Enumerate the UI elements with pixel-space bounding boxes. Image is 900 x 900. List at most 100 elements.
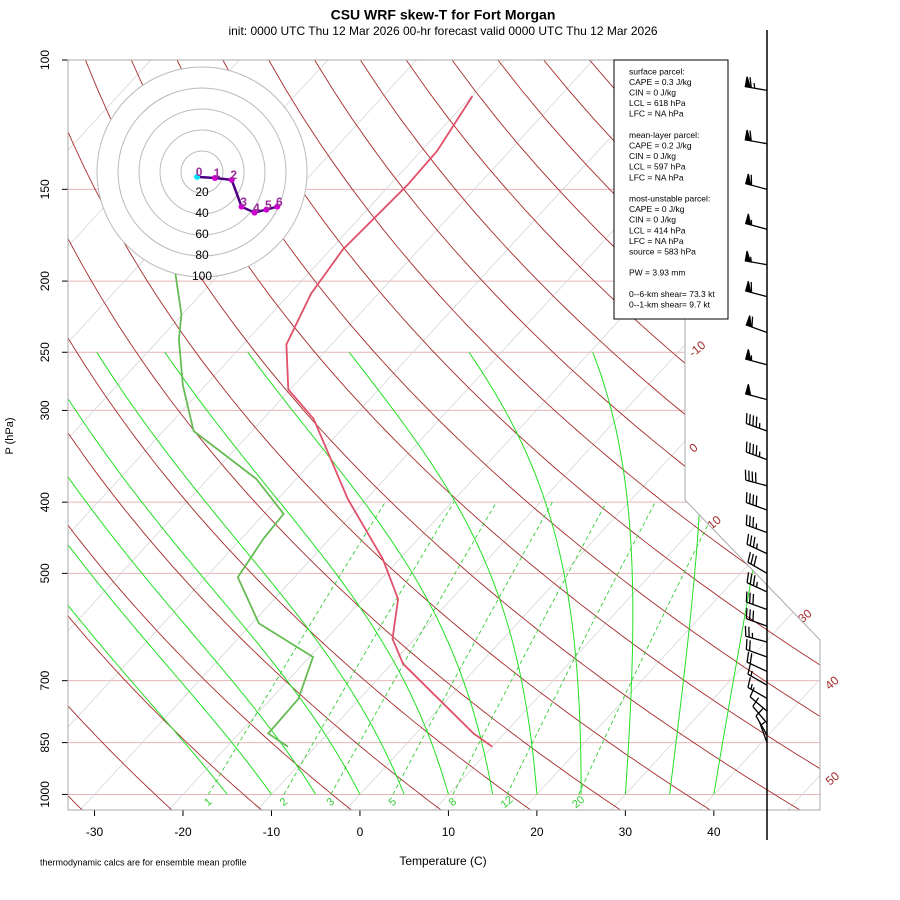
x-tick-label: 20 [530, 825, 544, 839]
wind-barb [755, 707, 768, 736]
x-tick-label: 30 [619, 825, 633, 839]
wind-barb [744, 250, 768, 266]
mixing-ratio-line [283, 501, 455, 795]
wind-barb [744, 625, 768, 643]
moist-adiabat [96, 352, 405, 795]
moist-adiabat [592, 352, 634, 795]
wind-barb [758, 721, 768, 743]
wind-barb [744, 76, 768, 92]
wind-barb [745, 441, 768, 461]
dry-adiabat [68, 60, 711, 810]
dry-adiabat [314, 60, 820, 810]
wind-barb [744, 213, 768, 230]
mixing-ratio-line [330, 501, 497, 795]
mixing-ratio-line [452, 501, 607, 795]
hodograph-ring [117, 87, 287, 257]
hodograph-point [238, 203, 245, 210]
hodograph-ring [180, 150, 224, 194]
profile-line [285, 95, 493, 748]
wind-barb [746, 651, 768, 673]
x-tick-label: 10 [442, 825, 456, 839]
x-tick-label: 0 [357, 825, 364, 839]
wind-barb [747, 677, 768, 699]
wind-barb [745, 639, 768, 658]
moist-adiabat [164, 352, 449, 795]
isotherm [68, 60, 683, 810]
info-text: CIN = 0 J/kg [629, 151, 676, 161]
hodograph-ring-label: 80 [195, 248, 209, 262]
dry-adiabat [405, 60, 820, 810]
info-text: PW = 3.93 mm [629, 268, 685, 278]
hodograph-height-label: 5 [265, 198, 272, 212]
dry-adiabat [68, 60, 352, 810]
hodograph-height-label: 4 [253, 201, 260, 215]
dry-adiabat [176, 60, 820, 810]
info-box [613, 59, 729, 320]
mixing-ratio-line [578, 502, 720, 795]
y-tick-label: 150 [38, 179, 52, 199]
hodograph-ring-label: 40 [195, 206, 209, 220]
moist-adiabat [68, 352, 272, 795]
dry-adiabat [84, 60, 801, 810]
dry-adiabat [130, 60, 820, 810]
info-text: LCL = 597 hPa [629, 162, 686, 172]
x-tick-label: -10 [263, 825, 281, 839]
isotherm [68, 60, 594, 810]
wind-barb [747, 663, 768, 686]
wind-barb [745, 492, 768, 511]
info-text: CIN = 0 J/kg [629, 87, 676, 97]
y-tick-label: 100 [38, 50, 52, 70]
wind-barb [744, 349, 768, 366]
x-axis-label: Temperature (C) [399, 854, 486, 868]
y-axis-label: P (hPa) [4, 417, 16, 454]
isotherm [522, 60, 820, 810]
hodograph-ring [96, 66, 308, 278]
plot-frame [67, 59, 821, 811]
y-tick-label: 250 [38, 342, 52, 362]
wind-barb [745, 608, 768, 627]
isotherm [68, 60, 506, 810]
y-tick-label: 400 [38, 492, 52, 512]
info-text: LFC = NA hPa [629, 109, 684, 119]
footnote: thermodynamic calcs are for ensemble mea… [40, 857, 247, 867]
x-tick-label: 40 [707, 825, 721, 839]
dry-adiabat [68, 60, 173, 810]
info-text: 0--1-km shear= 9.7 kt [629, 299, 711, 309]
info-text: CIN = 0 J/kg [629, 215, 676, 225]
hodograph-point [228, 176, 235, 183]
mixing-ratio-line [506, 501, 656, 795]
info-text: CAPE = 0.2 J/kg [629, 140, 692, 150]
info-text: LFC = NA hPa [629, 172, 684, 182]
hodograph-height-label: 0 [196, 165, 203, 179]
profile-line [172, 259, 315, 748]
hodograph-point [274, 203, 281, 210]
chart-title: CSU WRF skew-T for Fort Morgan [331, 7, 556, 23]
wind-barb [744, 129, 768, 145]
info-text: LCL = 618 hPa [629, 98, 686, 108]
y-tick-label: 300 [38, 400, 52, 420]
y-tick-label: 1000 [38, 781, 52, 808]
info-text: surface parcel: [629, 66, 685, 76]
wind-barb [745, 514, 768, 534]
wind-barb [746, 572, 768, 593]
dry-adiabat [68, 60, 531, 810]
info-text: CAPE = 0 J/kg [629, 204, 685, 214]
hodograph-height-label: 3 [240, 195, 247, 209]
info-text: LFC = NA hPa [629, 236, 684, 246]
hodograph-ring-label: 20 [195, 185, 209, 199]
hodograph-ring-label: 60 [195, 227, 209, 241]
x-tick-label: -20 [174, 825, 192, 839]
dry-adiabat [68, 60, 262, 810]
info-text: most-unstable parcel: [629, 193, 710, 203]
hodograph-height-label: 2 [230, 168, 237, 182]
y-tick-label: 200 [38, 271, 52, 291]
dry-adiabat [68, 60, 442, 810]
dry-adiabat [268, 60, 820, 810]
wind-barb [746, 533, 768, 555]
y-tick-label: 850 [38, 732, 52, 752]
info-text: mean-layer parcel: [629, 130, 699, 140]
wind-barb [745, 413, 768, 432]
hodograph-background [97, 67, 307, 277]
moist-adiabat [247, 351, 494, 795]
